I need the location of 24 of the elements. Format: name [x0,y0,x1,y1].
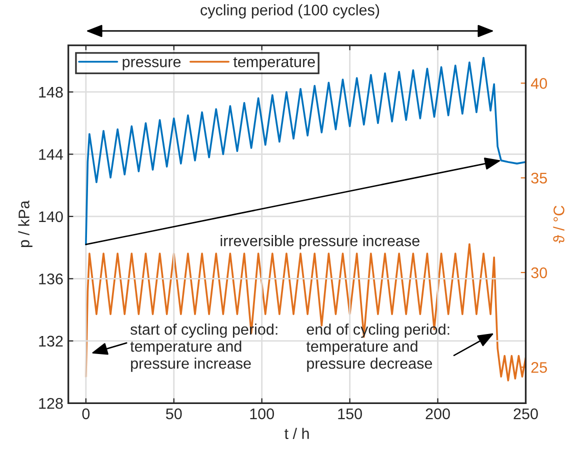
y-tick-label: 148 [39,86,63,98]
x-tick-label: 50 [166,408,182,420]
y-tick-label: 128 [39,398,63,409]
annotation: start of cycling period: temperature and pressure increase [130,324,278,372]
x-tick-label: 150 [338,408,362,420]
annotation: irreversible pressure increase [220,235,420,250]
y2-tick-label: 40 [530,78,547,89]
x-tick-label: 200 [426,408,450,420]
x-tick-label: 0 [82,408,90,420]
y2-axis-title: ϑ / °C [553,206,564,244]
y-tick-label: 144 [39,149,64,160]
x-tick-label: 100 [250,408,274,420]
y-tick-label: 140 [39,211,63,222]
y-tick-label: 136 [39,274,63,284]
text: cycling period (100 cycles) [200,4,380,18]
y2-tick-label: 25 [531,362,547,373]
x-tick-label: 250 [514,408,538,420]
legend-label: pressure [122,58,181,70]
y-tick-label: 132 [39,336,63,347]
y2-tick-label: 30 [531,267,547,278]
y-axis-title: p / kPa [18,200,32,248]
y2-tick-label: 35 [531,172,547,184]
x-axis-title: t / h [284,428,309,440]
legend-label: temperature [233,57,315,70]
